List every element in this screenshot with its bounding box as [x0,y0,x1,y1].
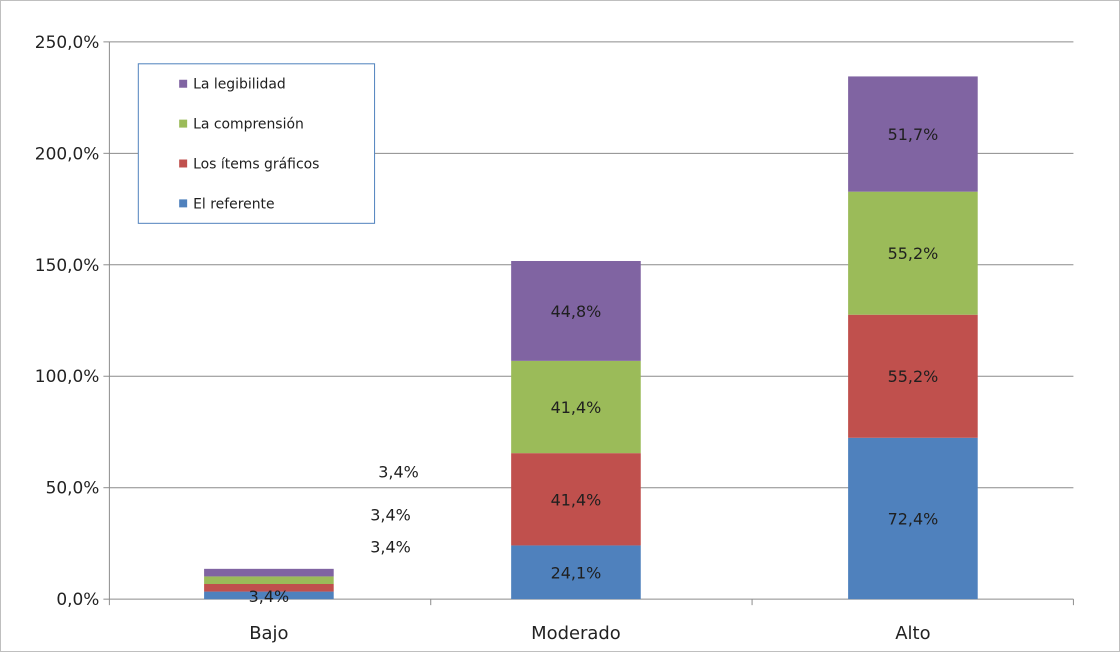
bar-segment [204,584,334,592]
bar-segment [204,591,334,600]
category-label: Moderado [531,623,621,644]
data-label: 51,7% [888,125,939,144]
data-label: 41,4% [551,398,602,417]
legend-label: La comprensión [193,117,304,133]
bar-segment [204,568,334,577]
data-label: 72,4% [888,509,939,528]
data-label: 3,4% [378,463,419,482]
bars [204,76,978,600]
legend-swatch [179,79,188,88]
data-label: 55,2% [888,367,939,386]
legend-label: Los ítems gráficos [193,156,319,172]
data-label: 24,1% [551,563,602,582]
data-labels: 3,4% 3,4% 3,4% 3,4% 24,1% 41,4% 41,4% 44,8% 72,4… [249,125,939,606]
category-label: Bajo [249,623,288,644]
data-label: 3,4% [370,537,411,556]
bar-segment [848,191,978,315]
legend-label: La legibilidad [193,77,286,93]
data-label: 55,2% [888,244,939,263]
bar-segment [204,576,334,585]
data-label: 41,4% [551,490,602,509]
category-label: Alto [895,623,930,644]
data-label: 3,4% [370,505,411,524]
bar-segment [511,360,641,454]
y-tick-label: 50,0% [46,478,100,498]
legend: La legibilidad La comprensión Los ítems gr… [137,63,376,224]
bar-segment [511,453,641,546]
legend-label: El referente [193,196,274,212]
bar-segment [848,437,978,600]
bar-segment [848,76,978,192]
y-tick-label: 250,0% [35,32,100,52]
bar-segment [511,545,641,600]
legend-box [137,63,376,224]
bar-segment [848,314,978,438]
legend-swatch [179,199,188,208]
y-tick-label: 200,0% [35,143,100,163]
data-label: 44,8% [551,302,602,321]
legend-swatch [179,159,188,168]
data-label: 3,4% [249,587,290,606]
bar-segment [511,260,641,361]
y-tick-label: 100,0% [35,366,100,386]
y-tick-label: 0,0% [56,589,99,609]
legend-swatch [179,119,188,128]
y-tick-label: 150,0% [35,255,100,275]
